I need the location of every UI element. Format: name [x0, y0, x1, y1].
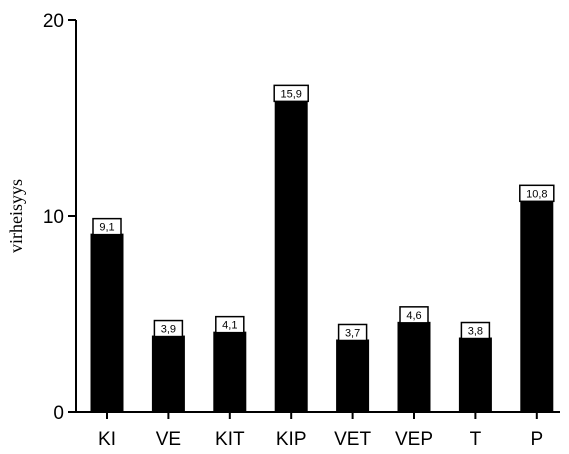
data-label: 10,8	[526, 188, 547, 200]
x-tick-label: VE	[156, 429, 181, 450]
data-label-box	[399, 306, 429, 324]
y-tick-label: 0	[53, 403, 64, 424]
data-label: 4,1	[222, 320, 237, 332]
data-label-box	[215, 315, 245, 334]
x-tick-label: T	[470, 429, 482, 450]
y-tick-label: 20	[43, 11, 64, 32]
data-label: 9,1	[99, 222, 114, 234]
bar	[336, 339, 370, 412]
bar	[520, 200, 554, 412]
data-label-box	[460, 321, 491, 340]
data-label-box	[337, 323, 368, 342]
data-label: 4,6	[406, 310, 421, 322]
bar	[274, 100, 308, 413]
bars: 9,1 3,9 4,1 15,9 3,7 4,6 3,8 10,8	[90, 84, 555, 413]
y-tick-label: 10	[43, 207, 64, 228]
bar	[213, 331, 247, 412]
data-label: 15,9	[280, 88, 301, 100]
data-label-box	[273, 84, 309, 103]
x-tick-label: VET	[334, 429, 371, 450]
data-label-box	[153, 319, 184, 338]
y-ticks: 0 10 20	[43, 11, 76, 424]
x-tick-label: KI	[98, 429, 116, 450]
bar	[458, 337, 492, 412]
x-tick-label: VEP	[395, 429, 433, 450]
bar	[151, 335, 185, 412]
data-label: 3,7	[345, 327, 360, 339]
bar	[397, 321, 431, 412]
x-tick-label: P	[530, 429, 543, 450]
x-tick-labels: KI VE KIT KIP VET VEP T P	[98, 412, 543, 450]
data-label: 3,9	[161, 324, 176, 336]
data-label: 3,8	[468, 326, 483, 338]
y-axis-title: virheisyys	[6, 179, 26, 253]
data-label-box	[92, 217, 122, 236]
x-tick-label: KIP	[276, 429, 307, 450]
bar	[90, 233, 124, 412]
data-label-box	[519, 184, 555, 203]
x-tick-label: KIT	[215, 429, 245, 450]
